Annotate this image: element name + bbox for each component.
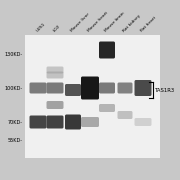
FancyBboxPatch shape [134,80,152,96]
Text: LO2: LO2 [52,24,61,33]
FancyBboxPatch shape [46,66,64,73]
FancyBboxPatch shape [81,76,99,100]
FancyBboxPatch shape [65,114,81,129]
Text: Mouse heart: Mouse heart [87,11,109,33]
FancyBboxPatch shape [81,117,99,127]
Text: Mouse brain: Mouse brain [104,11,126,33]
Text: U2S1: U2S1 [35,22,46,33]
FancyBboxPatch shape [30,82,46,93]
Text: 100KD-: 100KD- [5,86,23,91]
Text: Rat kidney: Rat kidney [122,14,141,33]
Text: TAS1R3: TAS1R3 [155,87,175,93]
Text: 70KD-: 70KD- [8,120,23,125]
FancyBboxPatch shape [46,101,64,109]
FancyBboxPatch shape [118,111,132,119]
FancyBboxPatch shape [46,71,64,78]
FancyBboxPatch shape [30,116,46,129]
FancyBboxPatch shape [46,82,64,93]
FancyBboxPatch shape [118,82,132,93]
Bar [25,35,160,158]
Text: Mouse liver: Mouse liver [70,12,91,33]
Text: 130KD-: 130KD- [5,53,23,57]
FancyBboxPatch shape [99,82,115,93]
FancyBboxPatch shape [99,42,115,59]
FancyBboxPatch shape [46,116,64,129]
Text: Rat heart: Rat heart [140,16,157,33]
FancyBboxPatch shape [99,104,115,112]
FancyBboxPatch shape [65,84,81,96]
FancyBboxPatch shape [134,118,152,126]
Text: 55KD-: 55KD- [8,138,23,143]
